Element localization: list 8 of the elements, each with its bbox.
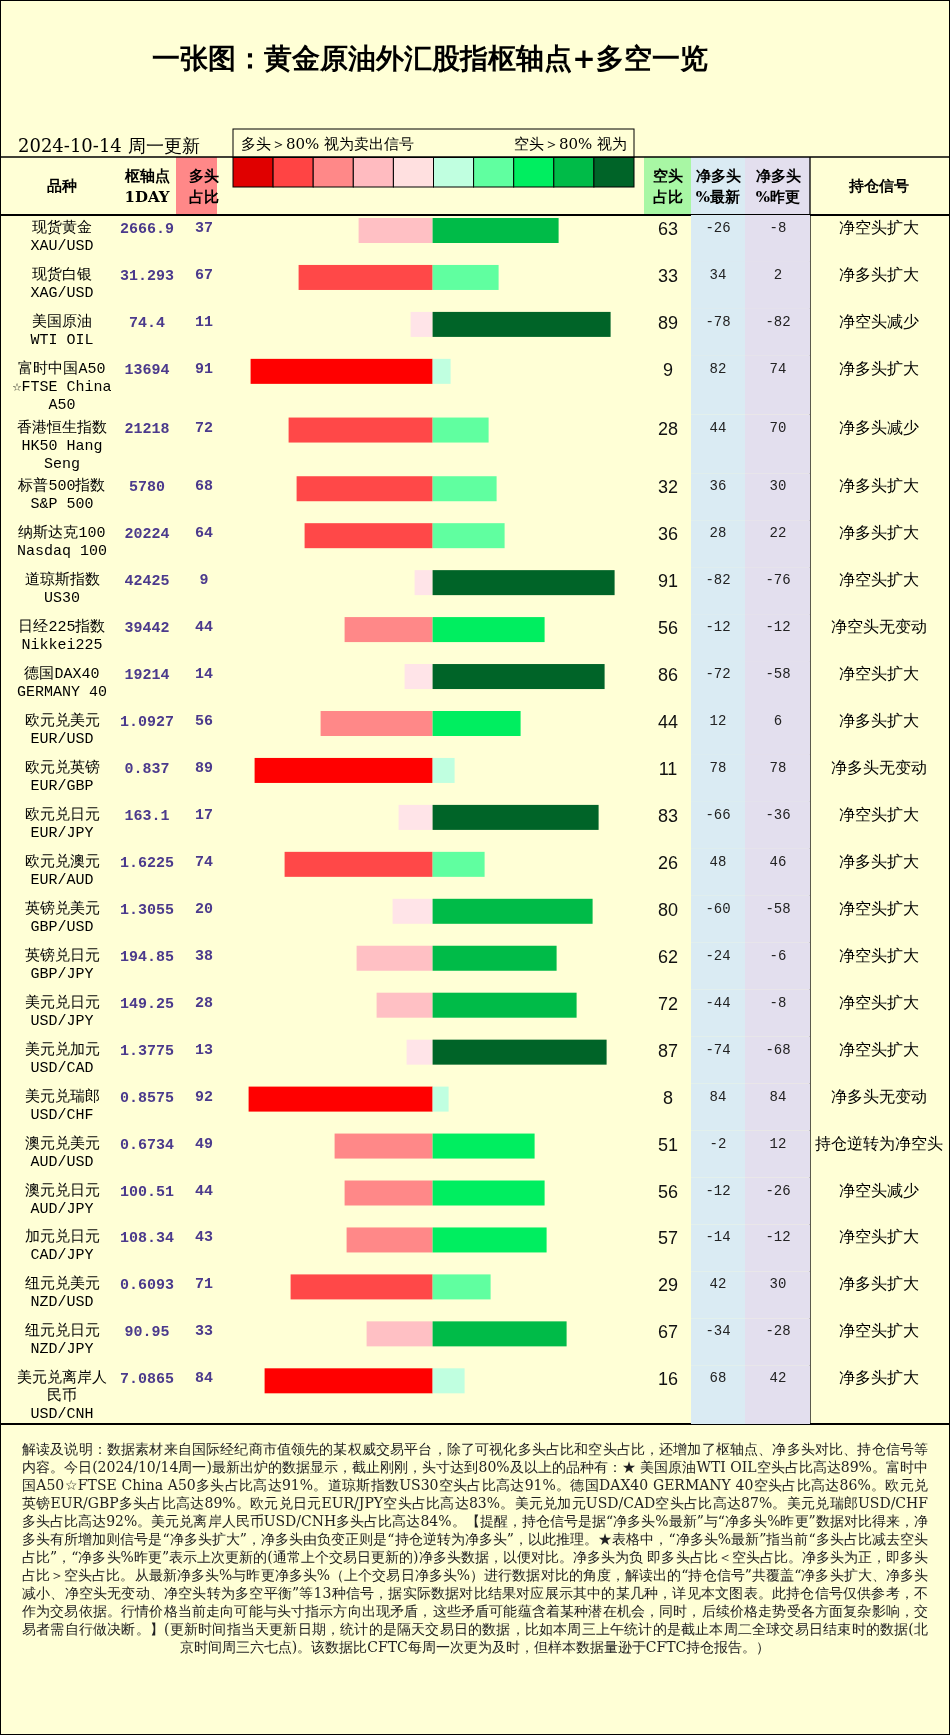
annotation: 空头＞80% 视为 xyxy=(513,135,627,153)
ylabel: 品种 xyxy=(47,177,77,195)
subtitle: 2024-10-14 周一更新 xyxy=(18,135,200,156)
y2label: 持仓信号 xyxy=(849,177,909,195)
notes: 解读及说明：数据素材来自国际经纪商市值领先的某权威交易平台，除了可视化多头占比和空头占比，还增加了枢轴点、净多头对比、持仓信号等内容。今日(2024/10/14周一)最新出炉的数据显示，截止刚刚，头寸达到80%及以上的品种有：★ 美国原油WTI OIL空头占比高达89%。富时中国A50☆FTSE China A50多头占比高达91%。道琼斯指数US30空头占比高达91%。德国DAX40 GERMANY 40空头占比高达86%。欧元兑英镑EUR/GBP多头占比高达89%。欧元兑日元EUR/JPY空头占比高达83%。美元兑加元USD/CAD空头占比高达87%。美元兑瑞郎USD/CHF多头占比高达92%。美元兑离岸人民币USD/CNH多头占比高达84%。【提醒，持仓信号是据“净多头%最新”与“净多头%昨更”数据对比得来，净多头有所增加则信号是“净多头扩大”，净多头由负变正则是“持仓逆转为净多头”，以此推理。★表格中，“净多头%最新”指当前“多头占比减去空头占比”，“净多头%昨更”表示上次更新的(通常上个交易日更新的)净多头数据，以便对比。净多头为负 即多头占比＜空头占比。净多头为正，即多头占比＞空头占比。从最新净多头%与昨更净多头%（上个交易日净多头%）进行数据对比的角度，解读出的“持仓信号”共覆盖“净多头扩大、净多头减小、净空头无变动、净空头转为多空平衡”等13种信号，据实际数据对比结果对应展示其中的某几种，详见本文图表。此持仓信号仅供参考，不作为交易依据。行情价格当前走向可能与头寸指示方向出现矛盾，这些矛盾可能蕴含着某种潜在机会，同时，后续价格走势受各方面复杂影响，交易者需自行做决断。】(更新时间指当天更新日期，统计的是隔天交易日的数据，比如本周三上午统计的是截止本周二全球交易日结束时的数据(北京时间周三六七点)。该数据比CFTC每周一次更为及时，但样本数据量逊于CFTC持仓报告。） xyxy=(22,1440,928,1656)
title: 一张图：黄金原油外汇股指枢轴点+多空一览 xyxy=(152,42,708,75)
annotation: 多头＞80% 视为卖出信号 xyxy=(241,135,415,153)
y2label: 枢轴点 1DAY xyxy=(124,166,170,206)
